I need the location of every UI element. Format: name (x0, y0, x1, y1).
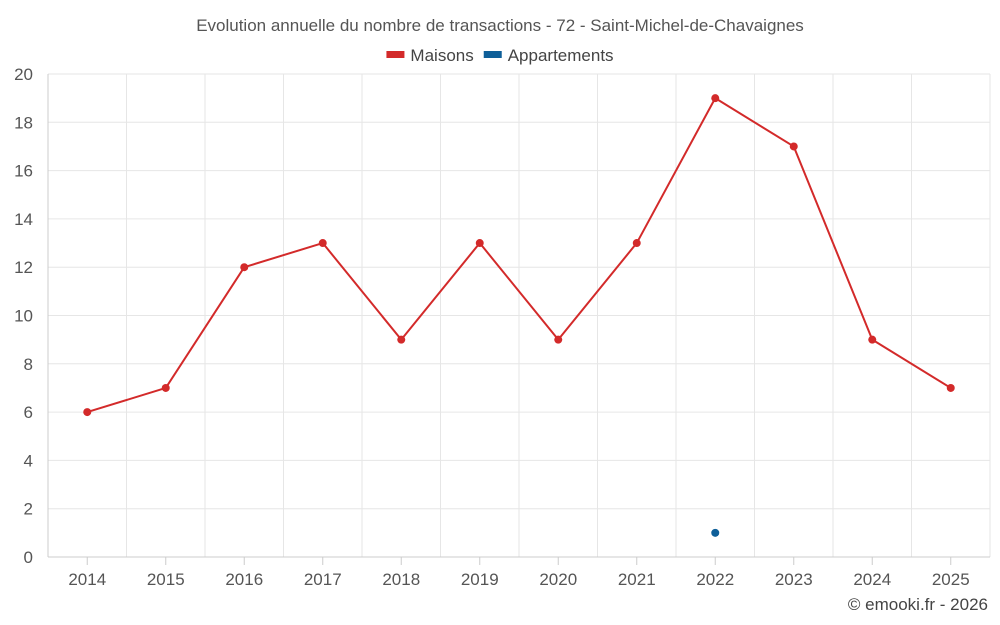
x-tick-label: 2025 (932, 570, 970, 589)
series-line-maisons (86, 97, 952, 414)
y-gridlines (48, 73, 990, 510)
x-tick-label: 2022 (696, 570, 734, 589)
y-tick-label: 8 (24, 355, 33, 374)
y-tick-label: 20 (14, 65, 33, 84)
data-point-maisons[interactable] (554, 335, 563, 344)
data-point-maisons[interactable] (318, 239, 327, 248)
x-tick-label: 2023 (775, 570, 813, 589)
legend-item-appartements[interactable]: Appartements (483, 46, 614, 65)
x-tick-label: 2021 (618, 570, 656, 589)
x-tick-label: 2017 (304, 570, 342, 589)
x-tick-label: 2018 (382, 570, 420, 589)
y-tick-label: 6 (24, 403, 33, 422)
y-tick-labels: 0 2 4 6 8 10 12 14 16 18 20 (14, 65, 33, 567)
legend-item-maisons[interactable]: Maisons (386, 46, 474, 65)
x-tick-label: 2024 (853, 570, 891, 589)
x-tick-label: 2015 (147, 570, 185, 589)
series-appartements (711, 528, 720, 537)
legend-label: Maisons (410, 46, 473, 65)
y-tick-label: 10 (14, 307, 33, 326)
y-tick-label: 2 (24, 500, 33, 519)
legend-swatch (386, 51, 405, 58)
legend: Maisons Appartements (386, 46, 614, 65)
x-tick-labels: 2014 2015 2016 2017 2018 2019 2020 2021 2022 2023… (68, 557, 970, 589)
data-point-maisons[interactable] (161, 383, 170, 392)
series-maisons (83, 94, 955, 417)
data-point-maisons[interactable] (475, 239, 484, 248)
data-point-maisons[interactable] (711, 94, 720, 103)
data-point-maisons[interactable] (397, 335, 406, 344)
y-tick-label: 12 (14, 258, 33, 277)
credit-text: © emooki.fr - 2026 (848, 595, 988, 614)
legend-swatch (483, 51, 502, 58)
y-tick-label: 16 (14, 162, 33, 181)
legend-label: Appartements (508, 46, 614, 65)
series-layer (83, 94, 955, 537)
x-tick-label: 2020 (539, 570, 577, 589)
data-point-maisons[interactable] (946, 383, 955, 392)
x-tick-label: 2016 (225, 570, 263, 589)
chart-title: Evolution annuelle du nombre de transact… (196, 16, 804, 35)
y-tick-label: 4 (24, 451, 33, 470)
y-tick-label: 18 (14, 113, 33, 132)
data-point-maisons[interactable] (83, 408, 92, 417)
data-point-appartements[interactable] (711, 528, 720, 537)
x-tick-label: 2019 (461, 570, 499, 589)
y-tick-label: 14 (14, 210, 33, 229)
x-tick-label: 2014 (68, 570, 106, 589)
data-point-maisons[interactable] (789, 142, 798, 151)
y-tick-label: 0 (24, 548, 33, 567)
data-point-maisons[interactable] (240, 263, 249, 272)
axes (47, 74, 990, 558)
data-point-maisons[interactable] (632, 239, 641, 248)
data-point-maisons[interactable] (868, 335, 877, 344)
